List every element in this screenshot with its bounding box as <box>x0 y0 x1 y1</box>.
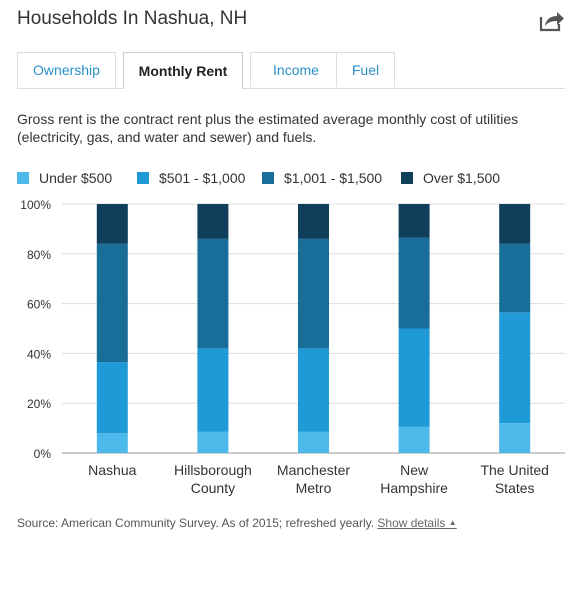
legend-item-501-1000: $501 - $1,000 <box>137 170 245 186</box>
bar-segment[interactable] <box>298 238 329 349</box>
bar-segment[interactable] <box>298 204 329 239</box>
x-tick-label: Metro <box>296 480 332 496</box>
tab-monthly-rent[interactable]: Monthly Rent <box>123 52 243 89</box>
y-tick-label: 40% <box>27 347 51 361</box>
legend-item-1001-1500: $1,001 - $1,500 <box>262 170 382 186</box>
x-tick-label: New <box>400 462 429 478</box>
page-title: Households In Nashua, NH <box>17 8 248 29</box>
tab-ownership[interactable]: Ownership <box>17 52 116 87</box>
show-details-label: Show details <box>377 516 446 530</box>
y-tick-label: 20% <box>27 397 51 411</box>
legend-label: Over $1,500 <box>423 170 501 186</box>
caret-up-icon: ▲ <box>448 518 457 527</box>
legend-label: $501 - $1,000 <box>159 170 246 186</box>
y-tick-label: 100% <box>20 198 51 212</box>
show-details-link[interactable]: Show details ▲ <box>377 516 456 530</box>
x-tick-label: Nashua <box>88 462 136 478</box>
bar-segment[interactable] <box>499 423 531 453</box>
x-tick-label: Manchester <box>277 462 350 478</box>
x-tick-label: Hillsborough <box>174 462 252 478</box>
bar-segment[interactable] <box>96 204 128 244</box>
x-tick-label: The United <box>480 462 548 478</box>
x-tick-label: Hampshire <box>380 480 448 496</box>
share-icon <box>539 12 564 32</box>
y-tick-label: 80% <box>27 248 51 262</box>
share-button[interactable] <box>539 10 565 32</box>
chart-description: Gross rent is the contract rent plus the… <box>17 111 519 145</box>
bar-segment[interactable] <box>197 204 229 239</box>
x-tick-label: States <box>495 480 535 496</box>
bar-segment[interactable] <box>96 362 128 434</box>
source-text: Source: American Community Survey. As of… <box>17 516 375 530</box>
legend-label: Under $500 <box>39 170 113 186</box>
bar-segment[interactable] <box>398 237 430 329</box>
y-tick-label: 0% <box>34 447 52 461</box>
legend-item-under-500: Under $500 <box>17 170 112 186</box>
legend-label: $1,001 - $1,500 <box>284 170 383 186</box>
x-tick-label: County <box>191 480 235 496</box>
bar-segment[interactable] <box>398 204 430 238</box>
tab-bar: Ownership Monthly Rent Income Fuel <box>17 52 565 89</box>
bar-segment[interactable] <box>197 238 229 349</box>
legend-swatch <box>137 172 149 184</box>
bar-segment[interactable] <box>398 328 430 427</box>
bar-segment[interactable] <box>96 433 128 453</box>
legend-swatch <box>401 172 413 184</box>
bar-segment[interactable] <box>398 426 430 453</box>
bar-segment[interactable] <box>197 348 229 432</box>
legend-swatch <box>262 172 274 184</box>
bar-segment[interactable] <box>499 312 531 424</box>
bar-segment[interactable] <box>96 243 128 363</box>
legend-swatch <box>17 172 29 184</box>
legend-item-over-1500: Over $1,500 <box>401 170 500 186</box>
y-tick-label: 60% <box>27 298 51 312</box>
stacked-bar-chart: 0% 20% 40% 60% 80% 100% Nashua Hillsborough Coun… <box>20 198 565 496</box>
bar-segment[interactable] <box>197 431 229 453</box>
bar-segment[interactable] <box>499 243 531 313</box>
tab-income[interactable]: Income <box>250 52 342 87</box>
bar-segment[interactable] <box>298 348 329 432</box>
bar-segment[interactable] <box>499 204 531 244</box>
tab-fuel[interactable]: Fuel <box>336 52 395 87</box>
bar-segment[interactable] <box>298 431 329 453</box>
source-note: Source: American Community Survey. As of… <box>17 516 457 530</box>
